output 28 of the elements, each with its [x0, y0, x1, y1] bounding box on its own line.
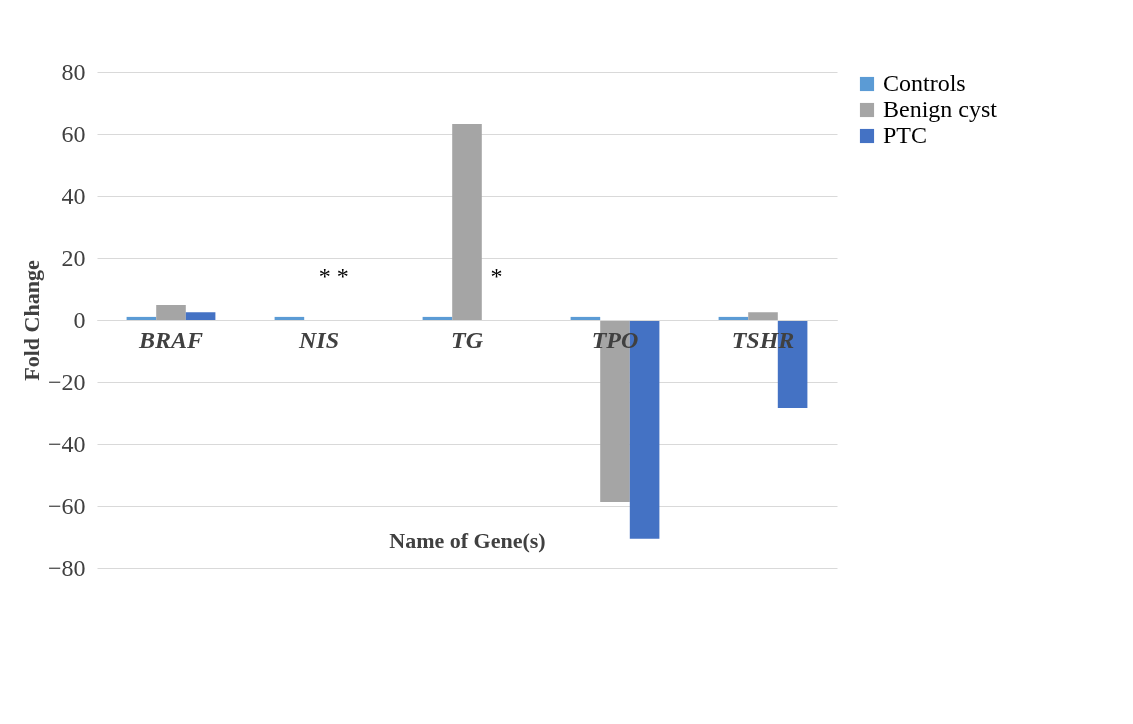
x-tick-label: TG — [451, 326, 484, 353]
y-tick-label: −40 — [47, 430, 86, 457]
y-tick-label: 40 — [61, 182, 86, 209]
y-tick-label: −60 — [47, 492, 86, 519]
bar — [452, 124, 482, 320]
bar — [422, 316, 453, 320]
legend-label: Controls — [883, 70, 966, 96]
x-tick-label: NIS — [297, 326, 340, 353]
annotation: * — [490, 263, 503, 289]
x-tick-label: BRAF — [137, 326, 204, 353]
x-axis-title: Name of Gene(s) — [389, 527, 546, 553]
legend-label: Benign cyst — [883, 96, 998, 122]
bar — [570, 316, 601, 320]
y-tick-label: 80 — [61, 58, 86, 85]
bar — [156, 305, 186, 320]
bar — [126, 316, 157, 320]
y-tick-label: 0 — [73, 306, 86, 333]
legend-label: PTC — [883, 122, 928, 148]
y-tick-label: 60 — [61, 120, 86, 147]
y-axis-title: Fold Change — [18, 260, 44, 381]
annotation: * * — [318, 263, 349, 289]
y-tick-label: −20 — [47, 368, 86, 395]
bar — [185, 312, 216, 320]
bar — [748, 312, 778, 320]
y-tick-label: −80 — [47, 554, 86, 581]
bar — [718, 316, 749, 320]
bar — [274, 316, 305, 320]
y-tick-label: 20 — [61, 244, 86, 271]
